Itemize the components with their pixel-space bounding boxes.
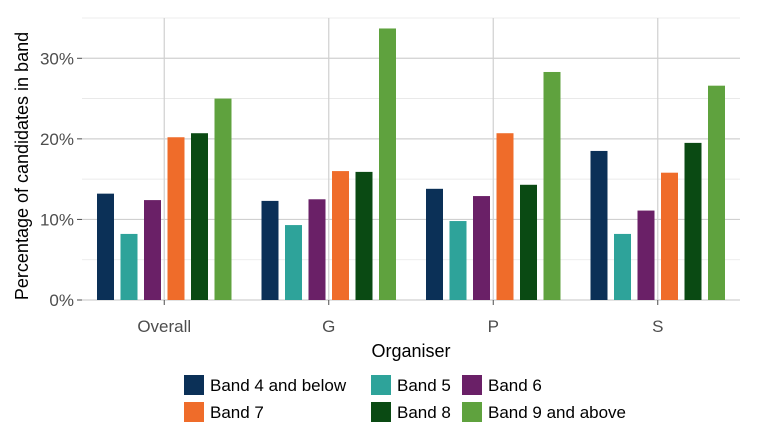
legend-label-band-7: Band 7 [210,403,264,422]
bar-band-5-s [614,233,631,300]
bar-band-6-overall [144,200,161,300]
bar-band-7-overall [167,137,185,300]
y-axis-tick-labels: 0% 10% 20% 30% [40,49,82,310]
bar-band-4-and-below-s [590,150,608,300]
x-tick-label: P [488,317,499,336]
bar-band-8-s [684,142,702,300]
bar-band-7-p [496,133,514,300]
legend-swatch-band-5 [371,375,391,395]
y-tick-label: 0% [49,291,74,310]
legend-label-band-5: Band 5 [397,376,451,395]
legend-swatch-band-7 [184,402,204,422]
y-axis-title: Percentage of candidates in band [12,32,32,300]
bar-band-8-overall [191,133,208,300]
bar-band-5-overall [120,233,138,300]
bar-band-4-and-below-g [261,200,279,300]
bar-band-9-and-above-p [543,71,561,301]
bar-band-9-and-above-overall [214,98,232,300]
bar-band-9-and-above-s [708,85,725,301]
bar-band-5-p [449,221,467,300]
legend-label-band-9-and-above: Band 9 and above [488,403,626,422]
bar-band-6-p [473,196,490,300]
legend-swatch-band-6 [462,375,482,395]
y-tick-label: 20% [40,130,74,149]
x-axis-title: Organiser [371,341,450,361]
x-axis-tick-labels: Overall G P S [137,300,663,336]
bar-band-4-and-below-p [426,188,443,300]
bar-band-8-g [355,171,373,300]
legend-swatch-band-4-and-below [184,375,204,395]
y-tick-label: 10% [40,210,74,229]
bar-band-6-s [637,210,655,300]
legend-label-band-8: Band 8 [397,403,451,422]
bar-band-8-p [520,184,537,300]
bar-band-7-s [661,172,678,300]
x-tick-label: G [322,317,335,336]
x-tick-label: S [652,317,663,336]
bar-band-9-and-above-g [379,28,396,301]
bar-band-7-g [332,171,349,300]
bar-band-4-and-below-overall [97,193,114,300]
legend-swatch-band-8 [371,402,391,422]
legend-label-band-4-and-below: Band 4 and below [210,376,347,395]
x-tick-label: Overall [137,317,191,336]
bars [97,28,725,301]
bar-band-6-g [308,199,326,300]
legend-label-band-6: Band 6 [488,376,542,395]
y-tick-label: 30% [40,49,74,68]
legend: Band 4 and below Band 5 Band 6 Band 7 Band 8… [184,375,626,422]
bar-band-5-g [285,225,302,300]
legend-swatch-band-9-and-above [462,402,482,422]
